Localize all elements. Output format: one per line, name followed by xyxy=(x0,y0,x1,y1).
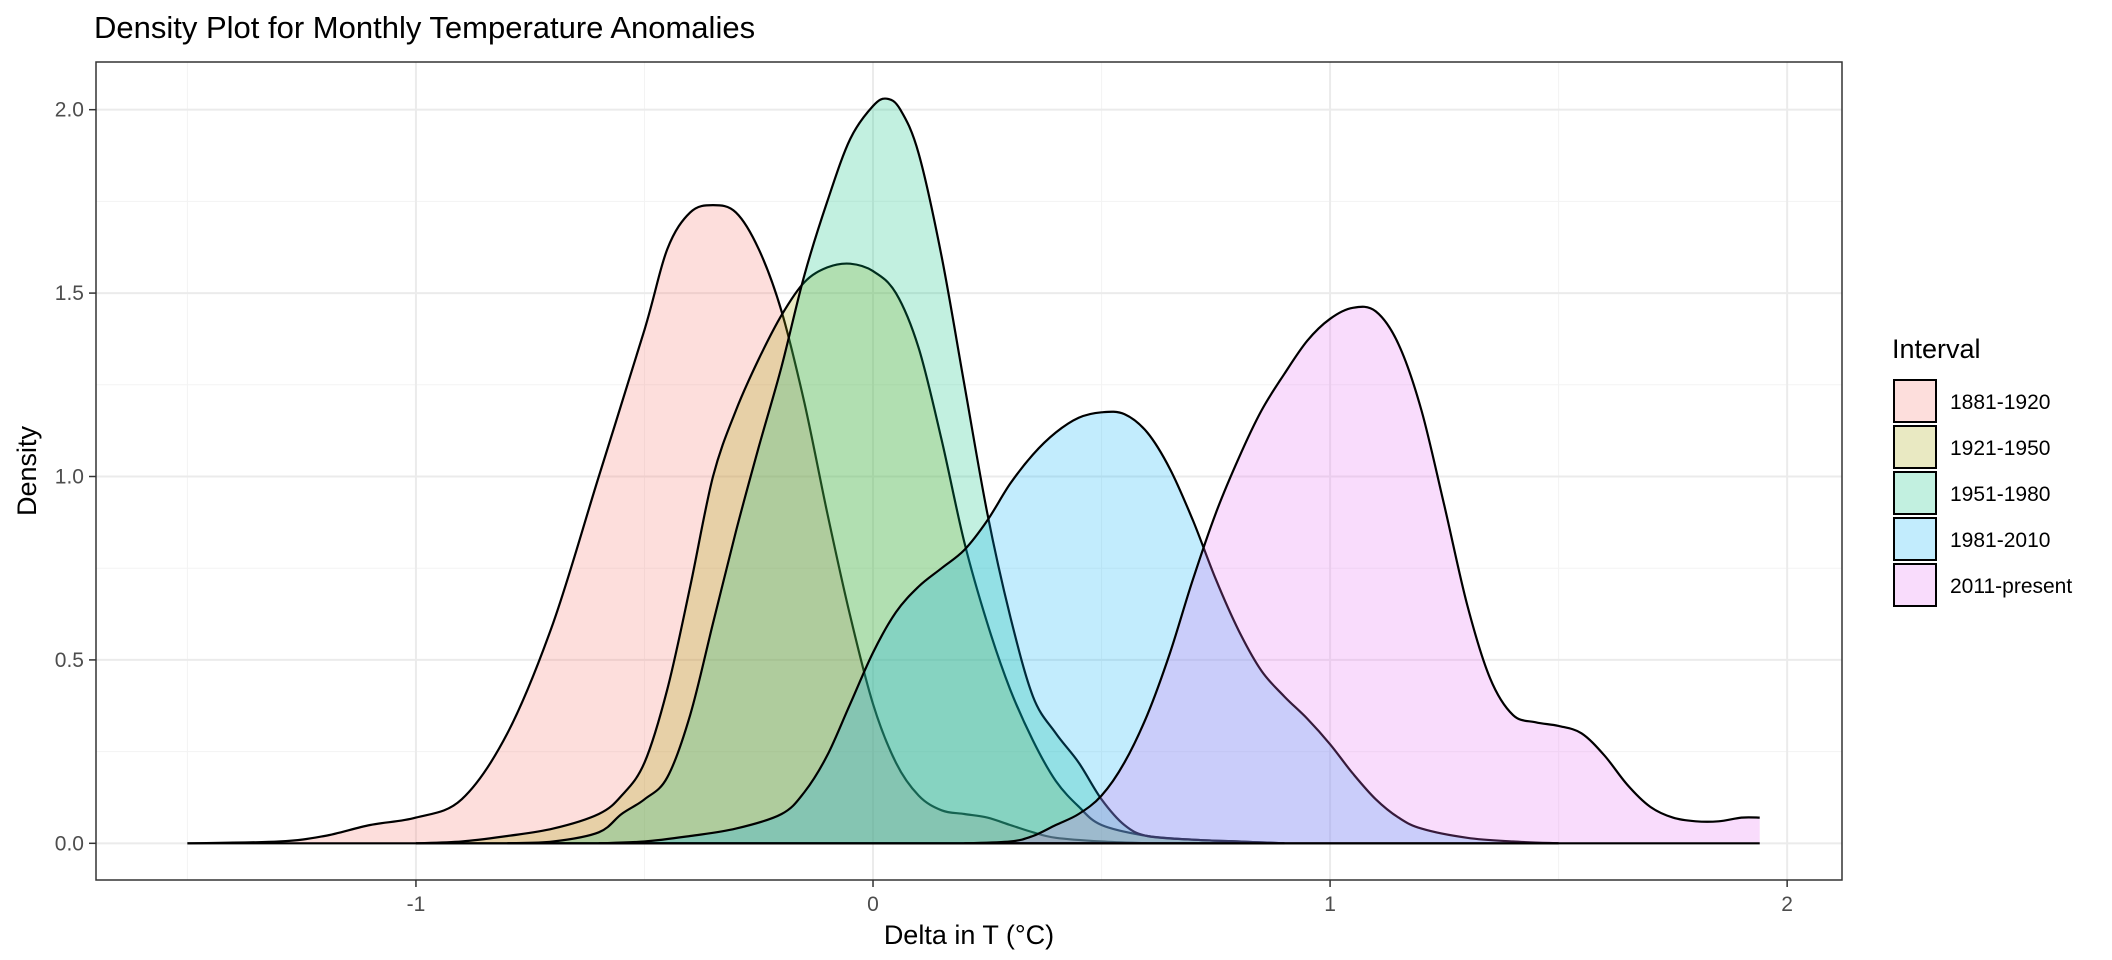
density-line-1921-1950 xyxy=(415,262,1285,845)
legend-title: Interval xyxy=(1892,334,1981,364)
y-axis-label: Density xyxy=(12,425,42,516)
x-tick-label: -1 xyxy=(407,893,426,916)
density-area-1921-1950 xyxy=(415,263,1285,844)
legend-key-1881-1920 xyxy=(1893,379,1937,423)
legend-label-2011-present: 2011-present xyxy=(1950,575,2072,598)
plot-border xyxy=(95,61,1843,881)
legend-key-background xyxy=(1894,426,1936,468)
density-area-2011-present xyxy=(964,306,1760,844)
y-tick-label: 0.0 xyxy=(55,832,84,855)
y-axis: 0.0 0.5 1.0 1.5 2.0 xyxy=(55,99,96,855)
plot-panel xyxy=(96,62,1842,880)
density-line-1881-1920 xyxy=(187,203,1148,845)
legend-key-2011-present xyxy=(1893,563,1937,607)
legend-key-background xyxy=(1894,380,1936,422)
x-axis: -1 0 1 2 xyxy=(407,880,1793,916)
density-area-1881-1920 xyxy=(187,205,1148,844)
legend-key-1951-1980 xyxy=(1893,471,1937,515)
x-tick-label: 2 xyxy=(1781,893,1793,916)
density-line-1981-2010 xyxy=(598,410,1559,845)
density-line-2011-present xyxy=(964,305,1760,845)
legend-key-background xyxy=(1894,564,1936,606)
y-tick-label: 0.5 xyxy=(55,649,84,672)
legend-label-1881-1920: 1881-1920 xyxy=(1950,391,2050,414)
legend-key-background xyxy=(1894,472,1936,514)
y-tick-label: 2.0 xyxy=(55,99,84,122)
legend-label-1921-1950: 1921-1950 xyxy=(1950,437,2050,460)
density-area-1981-2010 xyxy=(598,411,1559,844)
density-areas xyxy=(187,97,1760,845)
legend-label-1981-2010: 1981-2010 xyxy=(1950,529,2050,552)
legend: Interval 1881-1920 1921-1950 1951-1980 1981… xyxy=(1892,334,2072,607)
chart-title: Density Plot for Monthly Temperature Ano… xyxy=(94,10,755,45)
x-tick-label: 1 xyxy=(1324,893,1336,916)
y-tick-label: 1.0 xyxy=(55,466,84,489)
legend-label-1951-1980: 1951-1980 xyxy=(1950,483,2050,506)
x-tick-label: 0 xyxy=(867,893,879,916)
density-line-1951-1980 xyxy=(507,97,1285,845)
legend-key-1921-1950 xyxy=(1893,425,1937,469)
legend-key-1981-2010 xyxy=(1893,517,1937,561)
legend-key-background xyxy=(1894,518,1936,560)
density-area-1951-1980 xyxy=(507,98,1285,844)
minor-gridlines xyxy=(96,62,1842,880)
y-tick-label: 1.5 xyxy=(55,282,84,305)
x-axis-label: Delta in T (°C) xyxy=(884,920,1054,950)
